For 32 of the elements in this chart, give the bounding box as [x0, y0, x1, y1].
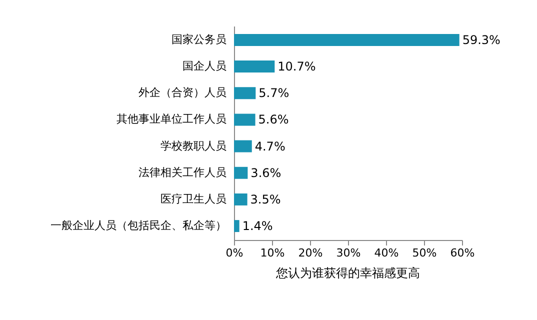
x-tick-label: 40% — [374, 246, 399, 260]
y-tick-label: 其他事业单位工作人员 — [116, 112, 226, 126]
x-tick-label: 10% — [260, 246, 285, 260]
bar — [234, 140, 252, 152]
data-label: 3.6% — [250, 166, 282, 180]
data-label: 1.4% — [242, 219, 273, 234]
y-tick-label: 医疗卫生人员 — [160, 192, 226, 206]
bar — [234, 60, 275, 73]
bar — [234, 34, 460, 46]
bar — [234, 220, 240, 232]
data-label: 5.6% — [258, 112, 289, 127]
y-tick-label: 外企（合资）人员 — [138, 86, 226, 100]
text: 您认为谁获得的幸福感更高 — [275, 266, 420, 280]
data-label: 4.7% — [254, 139, 286, 154]
bar — [234, 193, 248, 206]
y-tick-label: 国家公务员 — [172, 32, 226, 46]
bar — [234, 87, 256, 100]
y-tick-label: 国企人员 — [182, 60, 226, 73]
y-tick-label: 一般企业人员（包括民企、私企等） — [50, 219, 226, 232]
x-tick-label: 0% — [226, 246, 244, 260]
data-label: 10.7% — [278, 60, 316, 74]
x-tick-label: 60% — [450, 246, 475, 260]
data-label: 59.3% — [462, 32, 500, 47]
x-tick-label: 30% — [336, 246, 361, 260]
y-tick-label: 学校教职人员 — [160, 139, 226, 152]
y-tick-label: 法律相关工作人员 — [138, 166, 226, 179]
bar — [234, 166, 248, 179]
data-label: 5.7% — [258, 86, 290, 100]
x-tick-label: 50% — [412, 246, 437, 260]
data-label: 3.5% — [250, 192, 281, 206]
bar — [234, 114, 256, 126]
x-tick-label: 20% — [298, 246, 323, 260]
